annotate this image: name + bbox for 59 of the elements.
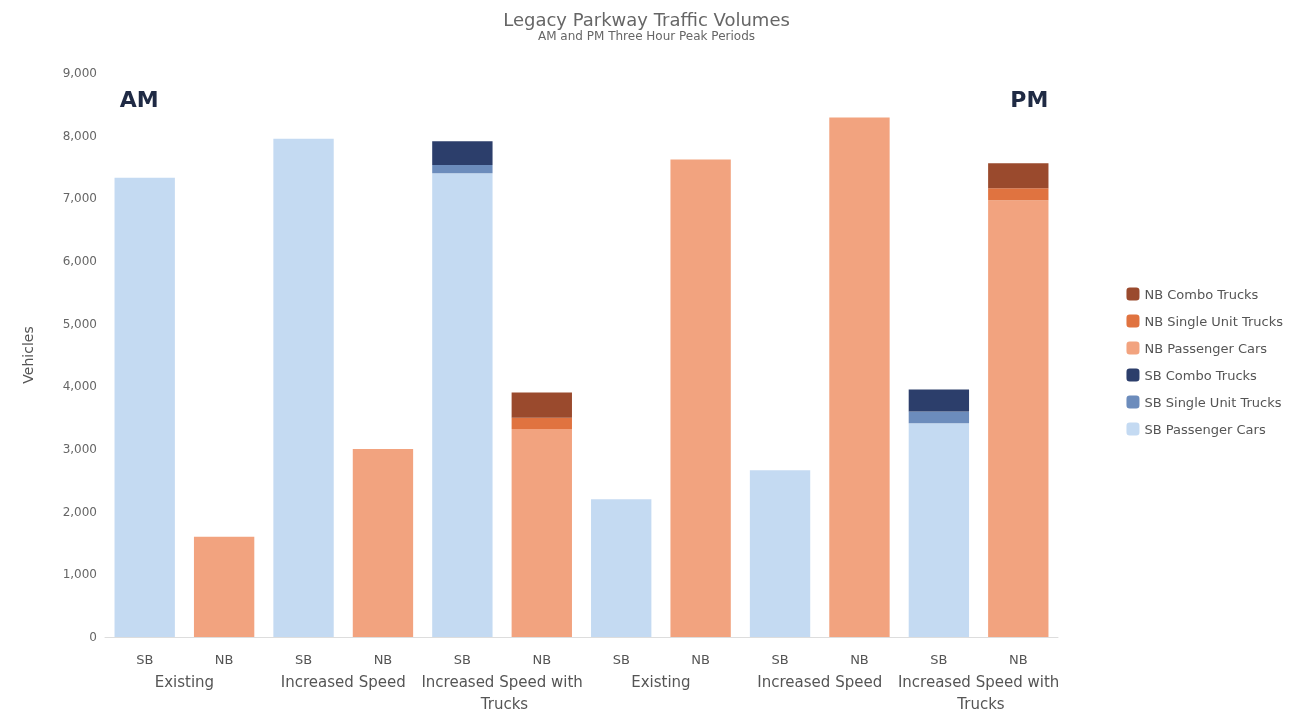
chart-title: Legacy Parkway Traffic Volumes [503,8,790,30]
legend-label: NB Single Unit Trucks [1144,313,1284,329]
bar [908,423,970,637]
annotation: AM [119,86,159,112]
x-tick-label: SB [930,652,948,667]
x-tick-label: NB [373,652,393,667]
legend-label: SB Single Unit Trucks [1144,394,1282,410]
x-tick-label: SB [294,652,313,667]
bar [432,173,493,637]
y-tick-label: 4,000 [62,379,97,394]
bar [591,499,652,637]
bar [511,428,572,637]
y-tick-label: 3,000 [62,442,97,456]
text: Increased Speed with Trucks [897,673,1060,713]
text: Existing [154,673,215,691]
y-tick-label: 5,000 [62,316,97,331]
bar [432,141,493,166]
x-tick-label: SB [771,652,789,667]
y-tick-label: 2,000 [62,504,97,519]
x-tick-label: NB [532,652,552,667]
bar [273,138,334,637]
bar [988,163,1049,189]
bar [908,389,970,412]
y-tick-label: 1,000 [62,567,97,582]
y-tick-label: 8,000 [62,128,97,143]
bar [749,470,811,637]
legend-label: SB Combo Trucks [1144,367,1258,383]
bar [352,449,414,637]
bar [670,159,731,637]
bar [114,177,175,637]
x-tick-label: NB [691,652,710,667]
bar [432,165,493,174]
x-tick-label: SB [612,652,630,667]
legend-label: NB Combo Trucks [1144,286,1259,302]
bar [511,417,572,429]
bar [908,411,970,424]
text: Increased Speed [757,673,883,691]
y-tick-label: 7,000 [62,191,97,206]
text: Increased Speed with Trucks [421,673,583,713]
bar [829,117,890,637]
annotation: PM [1010,86,1049,112]
bar [988,188,1049,201]
chart-subtitle: AM and PM Three Hour Peak Periods [537,29,756,43]
x-tick-label: NB [1008,652,1028,667]
bar [511,392,572,418]
bar [988,200,1049,637]
text: Existing [631,673,691,691]
x-tick-label: NB [850,652,869,667]
x-tick-label: SB [136,652,154,667]
y-tick-label: 6,000 [62,254,97,268]
legend-label: SB Passenger Cars [1144,421,1266,437]
y-tick-label: 9,000 [62,66,97,80]
y-tick-label: 0 [89,630,97,644]
legend-label: NB Passenger Cars [1144,340,1268,356]
y-axis-title: Vehicles [20,326,36,384]
bar [193,536,255,637]
text: Increased Speed [280,673,406,691]
x-tick-label: NB [214,652,234,667]
x-tick-label: SB [453,652,471,667]
